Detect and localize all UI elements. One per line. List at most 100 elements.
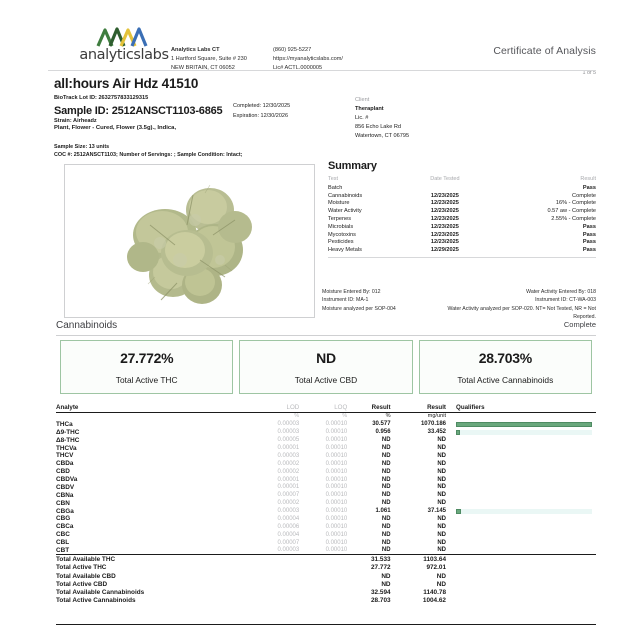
analyte-loq: 0.00010: [325, 437, 348, 444]
sample-id: Sample ID: 2512ANSCT1103-6865: [54, 104, 223, 117]
total-bar-cell: [446, 564, 596, 572]
page-header: analyticslabs Analytics Labs CT 1 Hartfo…: [0, 14, 644, 76]
total-bar-cell: [446, 588, 596, 596]
analyte-lod: 0.00007: [277, 539, 300, 546]
analyte-lod: 0.00003: [277, 429, 300, 436]
summary-test-name: Cannabinoids: [328, 192, 363, 199]
unit-lod: %: [294, 413, 300, 420]
summary-date-tested: 12/23/2025: [430, 231, 459, 238]
summary-date-tested: 12/23/2025: [430, 216, 459, 223]
potency-caption: Total Active THC: [115, 374, 178, 385]
unit-analyte: [56, 413, 251, 421]
analyte-lod: 0.00004: [277, 515, 300, 522]
cannabinoids-title: Cannabinoids: [56, 320, 118, 331]
zigzag-peaks-logo-icon: [96, 27, 148, 47]
analyte-loq: 0.00010: [325, 508, 348, 514]
potency-summary-boxes: 27.772% Total Active THC ND Total Active CB…: [60, 340, 592, 394]
summary-row: Cannabinoids 12/23/2025 Complete: [328, 192, 596, 200]
chain-of-custody: COC #: 2512ANSCT1103; Number of Servings…: [54, 152, 243, 159]
total-bar-cell: [446, 572, 596, 580]
col-result-pct: Result: [371, 404, 391, 411]
analyte-bar-cell: [446, 428, 596, 436]
summary-row: Batch Pass: [328, 184, 596, 192]
analyte-result-pct: ND: [381, 523, 391, 530]
analyte-lod: 0.00007: [277, 492, 300, 499]
analyte-bar-track: [456, 421, 592, 427]
analyte-loq: 0.00010: [325, 500, 348, 507]
unit-loq: %: [342, 413, 348, 420]
analyte-body: THCa 0.00003 0.00010 30.577 1070.186 Δ9-THC 0.…: [56, 420, 596, 554]
product-descriptor: Plant, Flower - Cured, Flower (3.5g)., I…: [54, 124, 177, 131]
analyte-bar-cell: [446, 483, 596, 491]
summary-date-tested: 12/23/2025: [430, 200, 459, 207]
analyte-result-mg: ND: [437, 492, 446, 499]
client-address-line1: 856 Echo Lake Rd: [355, 124, 402, 131]
analyte-bar-cell: [446, 468, 596, 476]
summary-date-tested: [410, 184, 480, 192]
total-result-pct: 31.533: [347, 554, 391, 564]
analyte-total-row: Total Active CBD ND ND: [56, 580, 596, 588]
total-loq: [299, 564, 347, 572]
analyte-name: CBD: [56, 468, 70, 476]
analyte-result-mg: ND: [437, 531, 446, 538]
sample-info-block: all:hours Air Hdz 41510 BioTrack Lot ID:…: [54, 76, 354, 131]
analyte-row: THCa 0.00003 0.00010 30.577 1070.186: [56, 420, 596, 428]
analyte-result-pct: ND: [381, 460, 391, 467]
lab-website[interactable]: https://myanalyticslabs.com/: [273, 56, 343, 63]
summary-test-name: Microbials: [328, 223, 354, 230]
page-title: Certificate of Analysis: [493, 45, 596, 57]
lab-name: Analytics Labs CT: [171, 47, 220, 53]
analyte-result-pct: ND: [381, 476, 391, 483]
wa-instrument-id: Instrument ID: CT-WA-003: [535, 297, 596, 304]
analyte-row: CBC 0.00004 0.00010 ND ND: [56, 531, 596, 539]
analyte-lod: 0.00003: [277, 452, 300, 459]
product-name: all:hours Air Hdz 41510: [54, 76, 199, 91]
analyte-loq: 0.00010: [325, 460, 348, 467]
analyte-result-mg: ND: [437, 515, 446, 522]
strain-name: Strain: Airheadz: [54, 117, 97, 124]
lab-phone: (860) 925-5227: [273, 47, 312, 53]
analyte-name: CBDV: [56, 483, 75, 491]
analyte-row: THCV 0.00003 0.00010 ND ND: [56, 452, 596, 460]
analyte-loq: 0.00010: [325, 531, 348, 538]
total-lod: [251, 596, 299, 604]
analyte-lod: 0.00001: [277, 445, 300, 451]
potency-box: 27.772% Total Active THC: [60, 340, 234, 394]
summary-result: Pass: [582, 184, 596, 191]
header-divider: [48, 70, 596, 71]
analyte-result-pct: ND: [381, 492, 391, 499]
total-lod: [251, 554, 300, 564]
lab-address-line1: 1 Hartford Square, Suite # 230: [171, 56, 247, 63]
total-bar-cell: [446, 596, 596, 604]
analyte-result-pct: ND: [381, 515, 391, 522]
client-name: Theraplant: [355, 106, 384, 113]
sample-size: Sample Size: 13 units: [54, 144, 110, 150]
brand-logo: analyticslabs: [74, 26, 174, 63]
analyte-name: CBN: [56, 499, 70, 507]
analyte-loq: 0.00010: [325, 515, 348, 522]
analyte-bar-cell: [446, 452, 596, 460]
total-result-mg: 1140.78: [423, 589, 446, 597]
analyte-row: THCVa 0.00001 0.00010 ND ND: [56, 444, 596, 452]
summary-date-tested: 12/29/2025: [430, 247, 459, 254]
analyte-result-pct: ND: [381, 500, 391, 507]
client-block: Client Theraplant Lic. # 856 Echo Lake R…: [355, 96, 409, 141]
moisture-entered-by: Moisture Entered By: 012: [322, 289, 381, 295]
col-analyte: Analyte: [56, 404, 79, 411]
page-number: 1 of 5: [582, 70, 597, 76]
analyte-bar-cell: [446, 523, 596, 531]
analyte-row: CBL 0.00007 0.00010 ND ND: [56, 539, 596, 547]
total-result-mg: 1004.62: [422, 597, 446, 605]
summary-row: Moisture 12/23/2025 16% - Complete: [328, 200, 596, 208]
analyte-bar-fill: [456, 429, 461, 435]
analyte-result-mg: ND: [437, 452, 446, 459]
total-name: Total Active THC: [56, 564, 107, 572]
analyte-name: CBT: [56, 546, 70, 554]
summary-date-tested: 12/23/2025: [430, 192, 459, 199]
analyte-name: THCVa: [56, 444, 77, 452]
analyte-result-pct: ND: [381, 539, 391, 546]
total-lod: [251, 580, 299, 588]
cannabinoids-header: Cannabinoids Complete: [56, 320, 596, 331]
total-loq: [299, 554, 348, 564]
total-result-pct: ND: [381, 580, 391, 588]
